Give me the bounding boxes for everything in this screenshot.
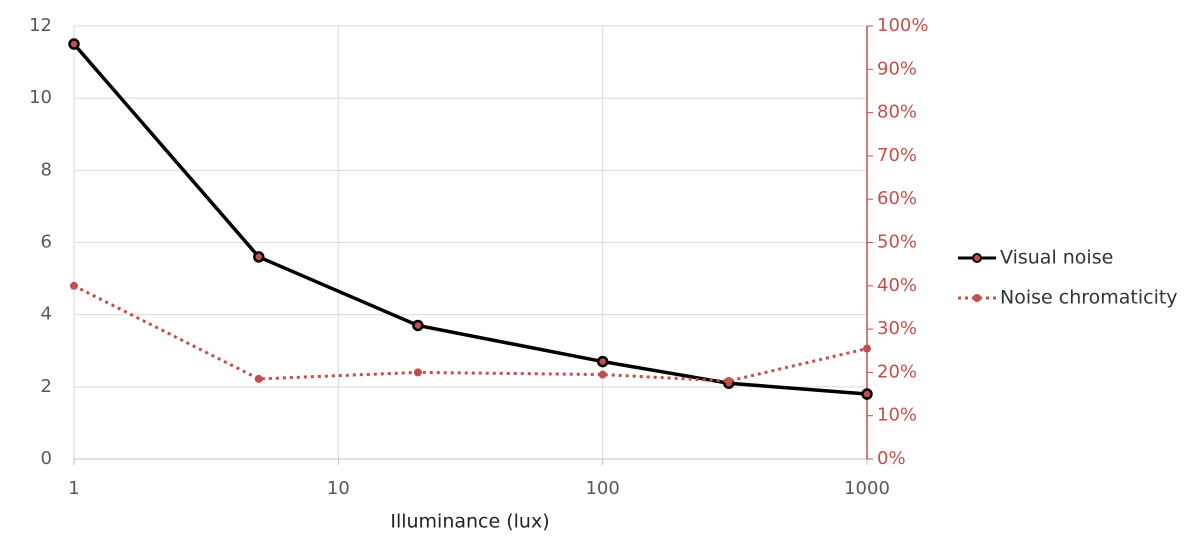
marker [412,319,424,332]
marker [863,344,871,353]
y2-tick-label: 30% [877,318,917,339]
x-tick-label: 1000 [844,478,890,499]
marker [254,374,263,383]
y2-tick-label: 40% [877,275,917,296]
marker [413,368,422,377]
series-line [73,284,868,383]
y2-tick-label: 80% [877,102,917,123]
x-axis-label: Illuminance (lux) [390,511,549,533]
marker [596,355,609,368]
x-tick-label: 10 [327,478,350,499]
y2-tick-label: 60% [877,188,917,209]
y-tick-label: 8 [41,159,52,180]
y2-tick-label: 100% [877,15,928,36]
y2-tick-label: 10% [877,405,917,426]
y2-tick-label: 50% [877,232,917,253]
marker [724,377,733,386]
legend-marker [972,253,982,263]
legend-marker [973,294,981,302]
x-tick-label: 1 [68,478,79,499]
marker [861,388,873,400]
y-tick-label: 10 [29,87,52,108]
marker [598,370,607,379]
marker [70,281,78,290]
x-tick-label: 100 [585,478,619,499]
y-tick-label: 6 [41,232,52,253]
y2-tick-label: 20% [877,361,917,382]
series-line [72,42,868,396]
marker [253,251,265,263]
y-tick-label: 0 [41,448,52,469]
marker [68,38,80,50]
legend-label: Noise chromaticity [1000,287,1178,309]
y-tick-label: 4 [41,304,52,325]
y2-tick-label: 70% [877,145,917,166]
y-tick-label: 12 [29,15,52,36]
y2-tick-label: 90% [877,58,917,79]
y2-tick-label: 0% [877,448,906,469]
legend-label: Visual noise [1000,247,1113,269]
y-tick-label: 2 [41,376,52,397]
